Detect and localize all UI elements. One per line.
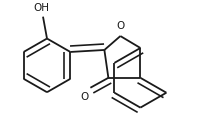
- Text: OH: OH: [33, 3, 49, 13]
- Text: O: O: [116, 21, 124, 31]
- Text: O: O: [80, 92, 89, 102]
